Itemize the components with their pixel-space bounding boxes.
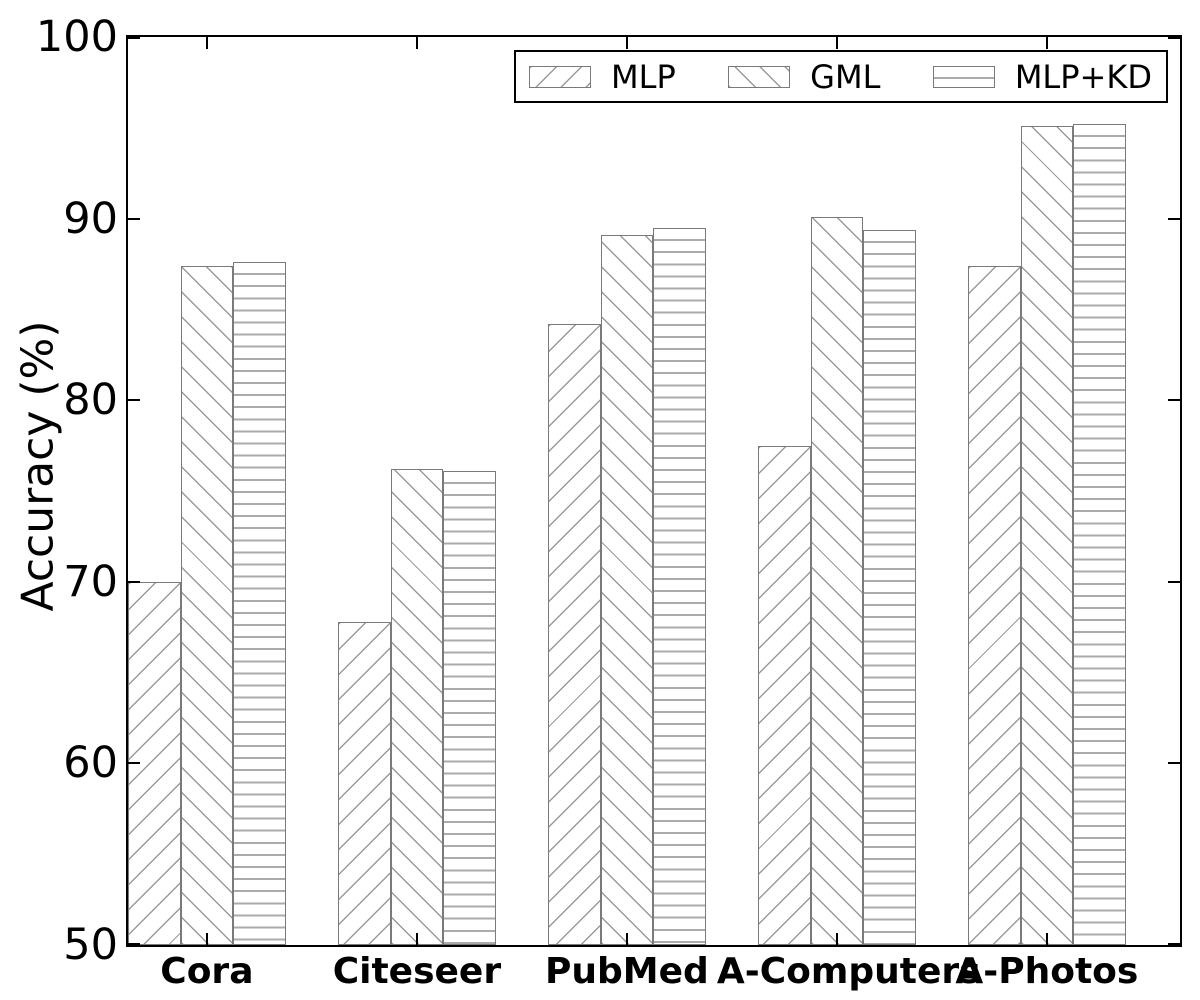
y-tick-right-50 [1168, 943, 1180, 945]
legend-label-mlp: MLP [611, 57, 676, 96]
legend-label-gml: GML [810, 57, 881, 96]
x-tick-bottom-pubmed [625, 933, 628, 945]
bar-gml-pubmed [600, 234, 654, 945]
y-tick-label-70: 70 [63, 556, 118, 607]
y-tick-left-100 [128, 37, 140, 39]
legend-swatch-gml [728, 65, 791, 88]
bar-mlp-cora [128, 581, 181, 945]
bar-mlp+kd-citeseer [443, 471, 496, 945]
x-tick-label-pubmed: PubMed [544, 951, 709, 992]
x-tick-label-a-computers: A-Computers [716, 951, 981, 992]
legend-item-mlp+kd: MLP+KD [932, 57, 1152, 96]
y-tick-label-50: 50 [63, 920, 118, 970]
x-tick-bottom-a-computers [835, 933, 838, 945]
x-tick-top-pubmed [625, 37, 628, 49]
y-tick-right-90 [1168, 217, 1180, 220]
x-tick-bottom-cora [205, 933, 208, 945]
x-tick-label-a-photos: A-Photos [955, 951, 1139, 992]
y-tick-left-50 [128, 943, 140, 945]
legend: MLP GML MLP+KD [514, 50, 1168, 103]
x-tick-top-cora [205, 37, 208, 49]
bar-mlp+kd-pubmed [653, 227, 706, 945]
y-tick-label-90: 90 [63, 193, 118, 244]
bar-mlp+kd-a-computers [863, 229, 916, 945]
legend-item-gml: GML [728, 58, 880, 96]
y-tick-right-80 [1168, 399, 1180, 402]
y-tick-label-100: 100 [35, 12, 118, 62]
bar-gml-a-computers [810, 216, 864, 945]
y-tick-right-70 [1168, 580, 1180, 583]
y-tick-label-80: 80 [63, 375, 118, 426]
bar-mlp-a-computers [758, 445, 811, 945]
x-tick-top-a-computers [835, 37, 838, 49]
y-tick-label-60: 60 [63, 738, 118, 789]
legend-swatch-mlp+kd [932, 65, 995, 88]
bar-gml-a-photos [1020, 125, 1074, 945]
legend-label-mlp+kd: MLP+KD [1014, 57, 1152, 96]
x-tick-bottom-a-photos [1045, 933, 1048, 945]
x-tick-label-cora: Cora [160, 951, 254, 992]
plot-area [126, 35, 1182, 947]
x-tick-top-citeseer [415, 37, 418, 49]
y-tick-left-90 [128, 217, 140, 220]
bar-gml-cora [180, 265, 234, 945]
x-tick-top-a-photos [1045, 37, 1048, 49]
x-tick-label-citeseer: Citeseer [332, 951, 502, 992]
y-tick-left-70 [128, 580, 140, 583]
bar-mlp-citeseer [338, 621, 391, 945]
y-tick-left-80 [128, 399, 140, 402]
legend-item-mlp: MLP [529, 58, 676, 96]
bar-mlp+kd-a-photos [1073, 124, 1126, 945]
bar-mlp-a-photos [968, 265, 1021, 945]
x-tick-bottom-citeseer [415, 933, 418, 945]
bar-gml-citeseer [390, 469, 444, 945]
y-tick-right-100 [1168, 37, 1180, 39]
y-tick-left-60 [128, 762, 140, 765]
y-tick-right-60 [1168, 762, 1180, 765]
bar-mlp+kd-cora [233, 262, 286, 945]
legend-swatch-mlp [529, 65, 591, 88]
bar-mlp-pubmed [548, 323, 601, 945]
